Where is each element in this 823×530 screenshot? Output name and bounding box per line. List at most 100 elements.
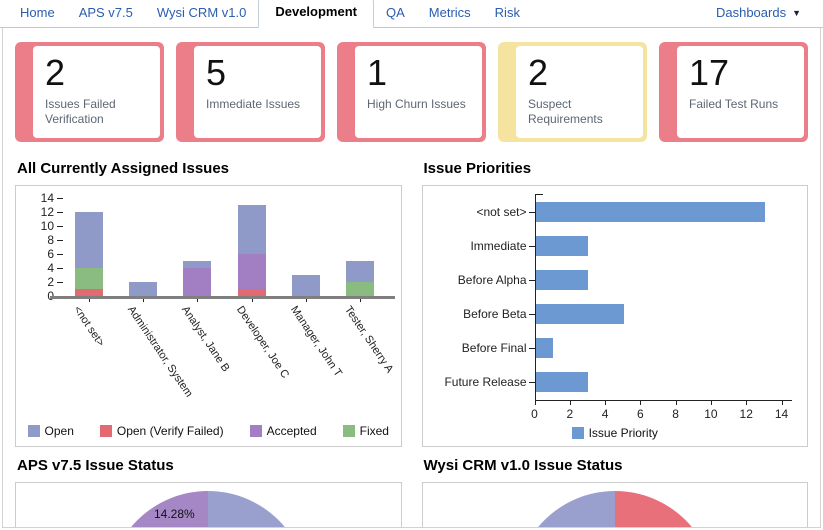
scorecard-value: 2	[45, 52, 66, 93]
bar-segment-open-verify-failed-	[237, 289, 266, 296]
scorecard-suspect-requirements[interactable]: 2 Suspect Requirements	[498, 42, 647, 142]
stacked-bar	[75, 186, 104, 296]
tab-home[interactable]: Home	[20, 5, 55, 20]
pie-slice-label: 14.28%	[154, 507, 195, 521]
aps-status-title: APS v7.5 Issue Status	[17, 457, 174, 474]
y-tick-mark	[57, 212, 63, 213]
charts-top-row: All Currently Assigned Issues 0246810121…	[3, 150, 820, 447]
legend-swatch	[571, 427, 584, 439]
x-tick-mark	[781, 400, 783, 405]
y-tick-mark	[528, 348, 535, 349]
x-tick-label: 0	[531, 407, 538, 421]
scorecard-body: 2 Suspect Requirements	[516, 46, 643, 138]
x-tick-label: 4	[601, 407, 609, 421]
y-tick-label: 4	[47, 261, 54, 275]
tab-metrics[interactable]: Metrics	[428, 5, 471, 20]
y-tick-mark	[57, 282, 63, 283]
priority-bar	[535, 372, 589, 392]
aps-status-section: APS v7.5 Issue Status 14.28%	[15, 447, 402, 527]
top-nav: Home APS v7.5 Wysi CRM v1.0 Development QA Me…	[0, 0, 823, 28]
legend-item: Open	[27, 424, 74, 438]
dashboards-menu[interactable]: Dashboards ▼	[702, 0, 815, 27]
issue-priorities-chart: <not set> Immediate Before Alpha Before Bet…	[421, 185, 808, 447]
legend-label: Issue Priority	[588, 426, 658, 440]
priority-bar	[535, 338, 554, 358]
x-tick-label: 10	[704, 407, 718, 421]
scorecard-label: Issues Failed Verification	[45, 96, 116, 126]
tab-wysi-crm-v1-0[interactable]: Wysi CRM v1.0	[156, 5, 247, 20]
x-tick-mark	[359, 298, 361, 302]
charts-bottom-row: APS v7.5 Issue Status 14.28% Wysi CRM v1…	[3, 447, 820, 527]
x-tick-mark	[710, 400, 712, 405]
legend-swatch	[99, 425, 112, 437]
wysi-status-title: Wysi CRM v1.0 Issue Status	[423, 457, 623, 474]
bar-segment-accepted	[237, 254, 266, 289]
x-tick-label: 6	[637, 407, 644, 421]
scorecard-body: 17 Failed Test Runs	[677, 46, 804, 138]
stacked-bar	[183, 186, 212, 296]
y-tick-label: 8	[47, 233, 54, 247]
issue-priorities-section: Issue Priorities <not set> Immediate Befor…	[421, 150, 808, 447]
bar-segment-open	[75, 212, 104, 268]
y-tick-mark	[528, 280, 535, 281]
x-tick-label: 8	[672, 407, 679, 421]
nav-tabs: Home APS v7.5 Wysi CRM v1.0 Development QA Me…	[8, 0, 532, 28]
tab-qa[interactable]: QA	[385, 5, 405, 20]
tab-development[interactable]: Development	[258, 0, 374, 28]
scorecard-immediate-issues[interactable]: 5 Immediate Issues	[176, 42, 325, 142]
tab-risk[interactable]: Risk	[494, 5, 520, 20]
y-tick-mark	[528, 212, 535, 213]
scorecards-row: 2 Issues Failed Verification 5 Immediate Is…	[3, 28, 820, 150]
y-tick-mark	[57, 226, 63, 227]
x-tick-mark	[89, 298, 91, 302]
legend-label: Fixed	[359, 424, 389, 438]
y-tick-mark	[57, 240, 63, 241]
legend-item: Issue Priority	[571, 426, 658, 440]
scorecard-value: 2	[528, 52, 549, 93]
y-axis-cap	[534, 194, 543, 195]
tab-aps-v7-5[interactable]: APS v7.5	[78, 5, 133, 20]
scorecard-label: Immediate Issues	[206, 96, 301, 111]
x-tick-mark	[305, 298, 307, 302]
scorecard-value: 5	[206, 52, 227, 93]
legend-swatch	[342, 425, 355, 437]
y-category-label: Before Beta	[463, 307, 527, 321]
x-tick-mark	[251, 298, 253, 302]
priority-bar	[535, 270, 589, 290]
stacked-bar	[237, 186, 266, 296]
bar-segment-accepted	[183, 268, 212, 296]
legend-label: Open (Verify Failed)	[116, 424, 224, 438]
y-category-label: Immediate	[470, 239, 527, 253]
y-tick-label: 14	[40, 191, 54, 205]
x-category-label: Manager, John T	[287, 304, 344, 379]
bar-segment-open	[129, 282, 158, 296]
y-tick-mark	[57, 268, 63, 269]
y-category-label: Before Alpha	[457, 273, 527, 287]
y-tick-mark	[528, 246, 535, 247]
x-tick-mark	[746, 400, 748, 405]
bar-segment-open	[183, 261, 212, 268]
scorecard-failed-test-runs[interactable]: 17 Failed Test Runs	[659, 42, 808, 142]
stacked-bar	[345, 186, 374, 296]
x-tick-mark	[640, 400, 642, 405]
bar-segment-fixed	[75, 268, 104, 289]
scorecard-issues-failed-verification[interactable]: 2 Issues Failed Verification	[15, 42, 164, 142]
scorecard-body: 5 Immediate Issues	[194, 46, 321, 138]
x-tick-mark	[569, 400, 571, 405]
x-tick-label: 12	[739, 407, 753, 421]
assigned-issues-section: All Currently Assigned Issues 0246810121…	[15, 150, 402, 447]
scorecard-body: 2 Issues Failed Verification	[33, 46, 160, 138]
y-axis-line	[534, 194, 536, 400]
x-tick-mark	[197, 298, 199, 302]
bar-segment-open	[237, 205, 266, 254]
dashboard-panel: 2 Issues Failed Verification 5 Immediate Is…	[2, 28, 821, 528]
scorecard-high-churn-issues[interactable]: 1 High Churn Issues	[337, 42, 486, 142]
bar-segment-open-verify-failed-	[75, 289, 104, 296]
x-tick-label: 14	[774, 407, 789, 421]
scorecard-label: High Churn Issues	[367, 96, 466, 111]
bar-segment-open	[345, 261, 374, 282]
legend-item: Accepted	[249, 424, 317, 438]
x-category-label: Developer, Joe C	[233, 304, 291, 381]
issue-priorities-title: Issue Priorities	[423, 160, 532, 177]
scorecard-label: Failed Test Runs	[689, 96, 779, 111]
